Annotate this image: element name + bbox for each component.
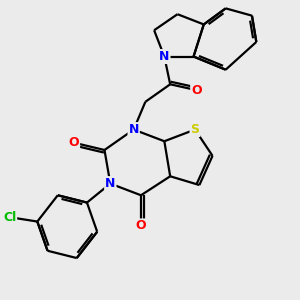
Text: N: N [105,177,116,190]
Text: O: O [136,219,146,232]
Text: Cl: Cl [3,211,16,224]
Text: S: S [190,123,200,136]
Text: O: O [191,84,202,97]
Text: N: N [128,123,139,136]
Text: O: O [68,136,79,149]
Text: N: N [159,50,170,63]
